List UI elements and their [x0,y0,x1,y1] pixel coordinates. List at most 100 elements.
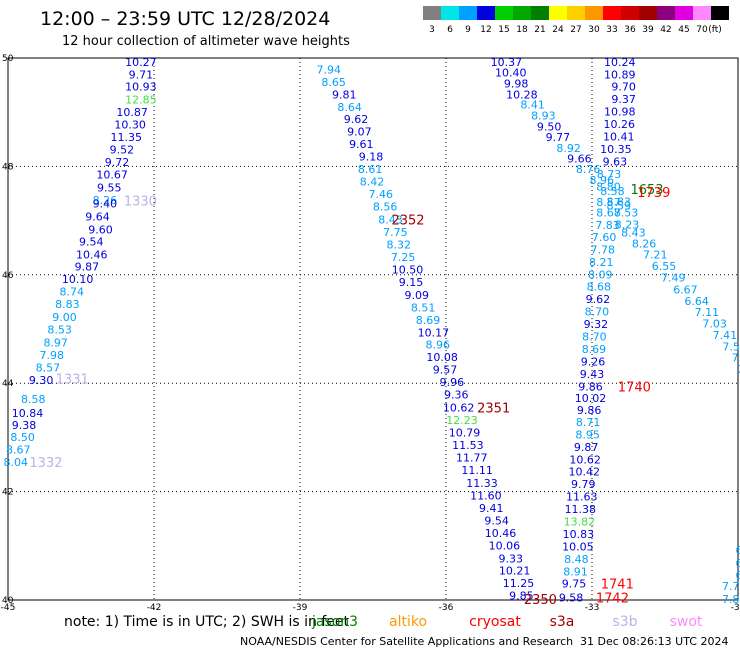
axis-ticks: -45 -42 -39 -36 -33 -30 40 42 44 46 48 50 [1,54,740,613]
wave-height-value: 7.25 [391,251,416,264]
chart-title: 12:00 – 23:59 UTC 12/28/2024 [40,8,330,30]
pass-time-label: 1741 [601,578,634,593]
wave-height-value: 10.89 [604,68,636,81]
pass-time-label: 2350 [524,593,557,608]
wave-height-value: 9.79 [571,478,596,491]
wave-height-value: 8.69 [582,343,607,356]
legend-swatch [675,6,693,20]
wave-height-value: 9.70 [611,81,636,94]
wave-height-value: 10.10 [62,273,94,286]
wave-height-value: 8.69 [416,314,441,327]
x-tick-label: -39 [293,603,308,613]
wave-height-value: 9.50 [537,120,562,133]
wave-height-value: 7.8 [722,593,740,606]
legend-label: 21 [534,25,545,35]
legend-label: 39 [642,25,654,35]
wave-height-value: 8.91 [563,565,588,578]
wave-height-value: 7.49 [661,272,686,285]
wave-height-value: 10.28 [506,88,538,101]
legend-swatch [567,6,585,20]
wave-height-value: 11.53 [452,439,484,452]
wave-height-value: 9.66 [567,152,592,165]
legend-label: 6 [447,25,453,35]
wave-height-value: 10.24 [604,56,636,69]
wave-height-value: 8.95 [575,429,600,442]
wave-height-value: 8.57 [36,361,61,374]
legend-label: 18 [516,25,528,35]
wave-height-value: 10.62 [443,402,475,415]
wave-height-value: 6.67 [673,283,698,296]
legend-unit: (ft) [708,25,722,35]
wave-height-value: 9.77 [546,131,571,144]
wave-height-value: 8.73 [597,168,622,181]
wave-height-value: 8.80 [596,180,621,193]
legend-label: 36 [624,25,636,35]
plot-frame [7,57,739,601]
legend-swatch [441,6,459,20]
wave-height-value: 9.87 [75,261,100,274]
legend-label: 27 [570,25,581,35]
wave-height-value: 9.87 [574,441,599,454]
wave-height-value: 8.26 [632,237,657,250]
wave-height-value: 8.74 [60,286,85,299]
wave-height-value: 6.64 [684,295,709,308]
legend-swatch [585,6,603,20]
footer-credit: NOAA/NESDIS Center for Satellite Applica… [240,635,573,648]
wave-height-value: 10.35 [600,143,632,156]
wave-height-value: 13.82 [564,515,596,528]
wave-height-value: 9.18 [359,151,384,164]
wave-height-value: 9.63 [603,156,628,169]
wave-height-value: 8.97 [43,337,68,350]
wave-height-value: 9.62 [586,293,611,306]
wave-height-value: 7.46 [369,188,394,201]
wave-height-value: 9.40 [93,197,118,210]
satellite-name: altiko [389,614,427,630]
wave-height-value: 8.41 [520,99,545,112]
wave-height-value: 8.70 [585,306,610,319]
wave-height-value: 10.46 [76,249,108,262]
data-points: 10.279.7110.9312.8510.8710.3011.359.529.… [4,56,740,606]
wave-height-value: 8.43 [621,227,646,240]
wave-height-value: 8.93 [531,109,556,122]
footer-note: note: 1) Time is in UTC; 2) SWH is in fe… [64,614,350,630]
wave-height-value: 10.50 [392,263,424,276]
wave-height-value: 6.55 [652,260,677,273]
wave-height-value: 11.35 [111,131,143,144]
wave-height-value: 7.41 [713,329,738,342]
y-tick-label: 42 [2,488,13,498]
legend-swatch [423,6,441,20]
wave-height-value: 9.41 [479,502,504,515]
wave-height-value: 9.86 [577,404,602,417]
wave-height-value: 10.27 [125,56,157,69]
wave-height-value: 9.75 [562,578,587,591]
wave-height-value: 10.41 [603,131,635,144]
wave-height-value: 8.76 [576,163,601,176]
chart-subtitle: 12 hour collection of altimeter wave hei… [62,34,350,49]
wave-height-value: 8.59 [607,199,632,212]
wave-height-value: 8.56 [373,201,398,214]
pass-time-label: 2352 [391,214,424,229]
wave-height-value: 8.58 [600,185,625,198]
legend-label: 3 [429,25,435,35]
wave-height-value: 8.67 [6,443,31,456]
wave-height-value: 9.85 [509,590,534,603]
wave-height-value: 9.72 [105,156,130,169]
pass-time-label: 1330 [124,195,157,210]
wave-height-value: 9.60 [88,223,113,236]
wave-height-value: 10.26 [604,118,636,131]
wave-height-value: 10.30 [114,119,146,132]
wave-height-value: 7.7 [722,580,740,593]
wave-height-value: 11.77 [456,451,488,464]
legend-label: 70 [696,25,708,35]
wave-height-value: 8.42 [360,176,385,189]
wave-height-value: 6 [735,569,740,582]
pass-time-label: 1742 [596,591,629,606]
wave-height-value: 10.21 [499,565,531,578]
x-tick-label: -42 [147,603,162,613]
wave-height-value: 11.38 [565,503,597,516]
wave-height-value: 8.68 [587,281,612,294]
wave-height-value: 9.15 [399,276,424,289]
wave-height-value: 8.51 [411,301,436,314]
wave-height-value: 7.6 [732,352,740,365]
